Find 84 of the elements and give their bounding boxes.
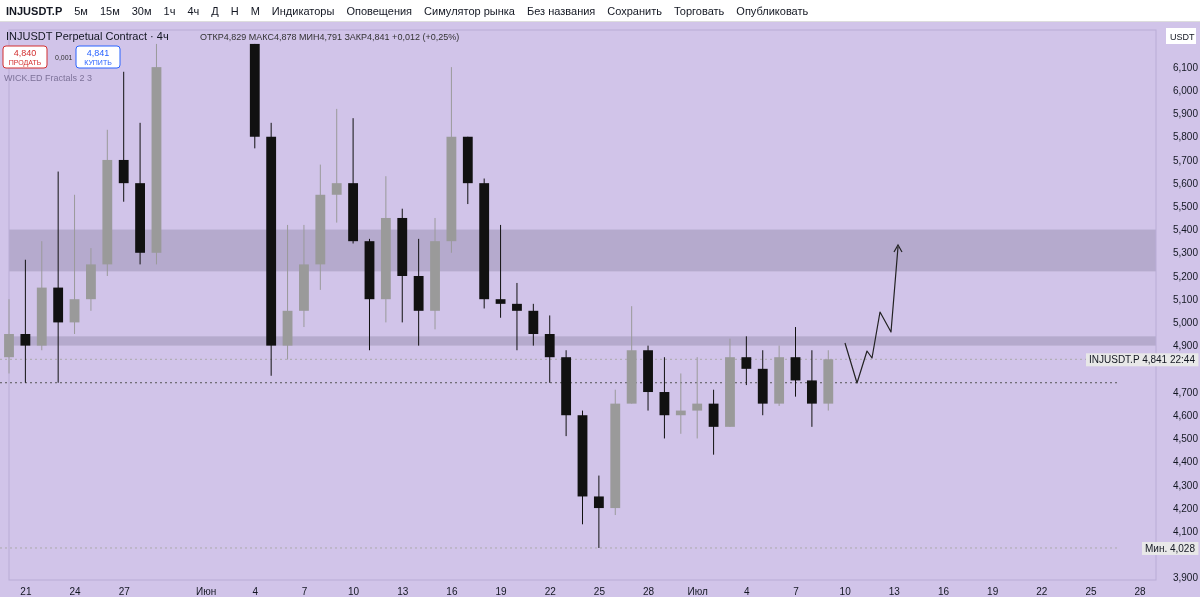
y-tick-label: 4,100 <box>1172 525 1199 537</box>
y-tick-label: 4,700 <box>1172 386 1199 398</box>
chart-subtitle: ОТКР4,829 МАКС4,878 МИН4,791 ЗАКР4,841 +0,012 (+0,25%) <box>200 32 460 42</box>
y-tick-label: 5,500 <box>1172 201 1199 213</box>
annotation: WICK.ED Fractals 2 3 <box>4 73 93 83</box>
x-tick-label: 13 <box>397 586 409 597</box>
x-tick-label: 7 <box>301 586 308 597</box>
x-tick-label: 19 <box>987 586 999 597</box>
text: Оповещения <box>346 4 413 17</box>
candlestick <box>495 224 506 319</box>
text: Симулятор рынка <box>424 4 515 17</box>
y-tick-label: 5,900 <box>1172 108 1199 120</box>
candlestick <box>4 298 14 374</box>
candlestick <box>659 356 670 439</box>
text: 15м <box>99 4 120 17</box>
text: 30м <box>131 4 152 17</box>
text: 4ч <box>187 4 200 17</box>
ref-line-label: Мин. 4,028 <box>1144 542 1196 554</box>
text: Индикаторы <box>271 4 335 17</box>
y-tick-label: 5,400 <box>1172 224 1199 236</box>
x-tick-label: 22 <box>544 586 557 597</box>
candlestick <box>593 475 604 549</box>
y-tick-label: 5,300 <box>1172 247 1199 259</box>
text: Без названия <box>526 4 596 17</box>
y-tick-label: 4,300 <box>1172 479 1199 491</box>
candlestick <box>118 71 129 203</box>
x-tick-label: 16 <box>446 586 458 597</box>
y-tick-label: 5,700 <box>1172 154 1199 166</box>
text: М <box>250 4 260 17</box>
candlestick <box>790 326 801 398</box>
x-tick-label: 10 <box>348 586 360 597</box>
x-tick-label: Июн <box>196 586 217 597</box>
candlestick <box>806 349 817 428</box>
x-tick-label: 4 <box>252 586 259 597</box>
y-tick-label: 4,900 <box>1172 340 1199 352</box>
x-tick-label: 25 <box>1085 586 1097 597</box>
text: USDT <box>1170 32 1195 42</box>
text: Н <box>230 4 239 17</box>
candlestick <box>708 389 719 456</box>
y-tick-label: 4,600 <box>1172 409 1199 421</box>
candlestick <box>331 108 342 224</box>
y-tick-label: 6,100 <box>1172 61 1199 73</box>
x-tick-label: 7 <box>793 586 800 597</box>
candlestick <box>741 335 752 386</box>
y-tick-label: 4,500 <box>1172 433 1199 445</box>
candlestick <box>69 194 80 335</box>
candlestick <box>544 314 555 384</box>
text: 5м <box>74 4 88 17</box>
text: 1ч <box>163 4 176 17</box>
x-tick-label: 19 <box>495 586 508 597</box>
candlestick <box>20 259 31 384</box>
text: Торговать <box>673 4 725 17</box>
y-tick-label: 3,900 <box>1172 572 1199 584</box>
y-tick-label: 4,400 <box>1172 456 1199 468</box>
candlestick <box>528 303 539 347</box>
x-tick-label: 21 <box>20 586 32 597</box>
y-tick-label: 4,200 <box>1172 502 1199 514</box>
y-tick-label: 5,600 <box>1172 177 1199 189</box>
candlestick <box>692 356 703 439</box>
x-tick-label: 25 <box>593 586 606 597</box>
y-tick-label: 6,000 <box>1172 85 1199 97</box>
y-tick-label: 5,100 <box>1172 293 1199 305</box>
x-tick-label: 28 <box>1134 586 1147 597</box>
x-tick-label: Июл <box>687 586 709 597</box>
x-tick-label: 4 <box>744 586 751 597</box>
ref-line-label: INJUSDT.P 4,841 22:44 <box>1089 354 1196 366</box>
text: Д <box>211 4 219 17</box>
x-tick-label: 13 <box>888 586 901 597</box>
candlestick <box>512 282 522 351</box>
y-tick-label: 5,200 <box>1172 270 1199 282</box>
x-tick-label: 16 <box>937 586 950 597</box>
text: INJUSDT.P <box>6 4 63 17</box>
x-tick-label: 24 <box>69 586 82 597</box>
annotation: 4,841 <box>86 48 110 58</box>
x-tick-label: 27 <box>118 586 131 597</box>
x-tick-label: 28 <box>642 586 655 597</box>
text: Опубликовать <box>736 4 809 17</box>
y-tick-label: 5,000 <box>1172 317 1199 329</box>
text: Сохранить <box>607 4 662 17</box>
annotation: 4,840 <box>13 48 37 58</box>
x-tick-label: 10 <box>839 586 852 597</box>
y-tick-label: 5,800 <box>1172 131 1199 143</box>
x-tick-label: 22 <box>1036 586 1048 597</box>
chart-title: INJUSDT Perpetual Contract · 4ч <box>6 30 169 42</box>
